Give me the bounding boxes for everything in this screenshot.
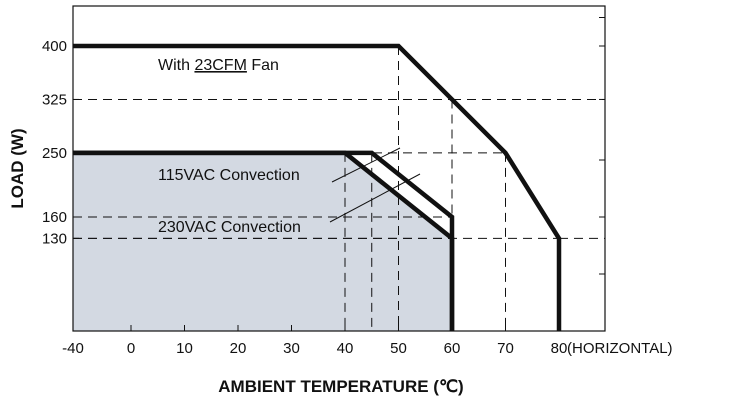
x-tick-label: 70 — [497, 340, 514, 357]
fan-label-part: Fan — [247, 57, 279, 74]
series-label-115vac: 115VAC Convection — [158, 167, 300, 184]
y-tick-label: 400 — [42, 38, 67, 55]
y-axis-title: LOAD (W) — [8, 128, 27, 208]
x-axis-note: (HORIZONTAL) — [567, 340, 673, 357]
x-tick-label: 0 — [127, 340, 135, 357]
safe-area-fill — [73, 152, 452, 331]
leader-230vac — [329, 173, 421, 223]
x-tick-label: 30 — [283, 340, 300, 357]
y-tick-label: 325 — [42, 91, 67, 108]
y-tick-label: 160 — [42, 209, 67, 226]
x-tick-label: 10 — [176, 340, 193, 357]
x-tick-label: -40 — [62, 340, 84, 357]
x-tick-label: 80 — [551, 340, 568, 357]
x-tick-label: 60 — [444, 340, 461, 357]
label-layer: -40 0 10 20 30 40 50 60 70 80 (HORIZONTAL) 400 325 25… — [8, 38, 673, 396]
x-axis-title: AMBIENT TEMPERATURE (℃) — [218, 377, 463, 396]
fan-label-part: 23CFM — [194, 57, 246, 74]
series-line-3 — [73, 150, 455, 331]
leader-115vac — [331, 147, 401, 183]
x-tick-label: 20 — [230, 340, 247, 357]
y-tick-label: 250 — [42, 145, 67, 162]
guide-layer — [73, 46, 605, 331]
series-line-1 — [73, 43, 562, 331]
x-tick-label: 50 — [390, 340, 407, 357]
fill-layer — [73, 152, 452, 331]
fan-label-part: With — [158, 57, 194, 74]
series-label-230vac: 230VAC Convection — [158, 219, 301, 236]
y-tick-label: 130 — [42, 230, 67, 247]
series-layer — [73, 43, 562, 331]
fan-series-label: With 23CFM Fan — [158, 57, 279, 74]
x-tick-label: 40 — [337, 340, 354, 357]
plot-frame — [72, 5, 606, 332]
